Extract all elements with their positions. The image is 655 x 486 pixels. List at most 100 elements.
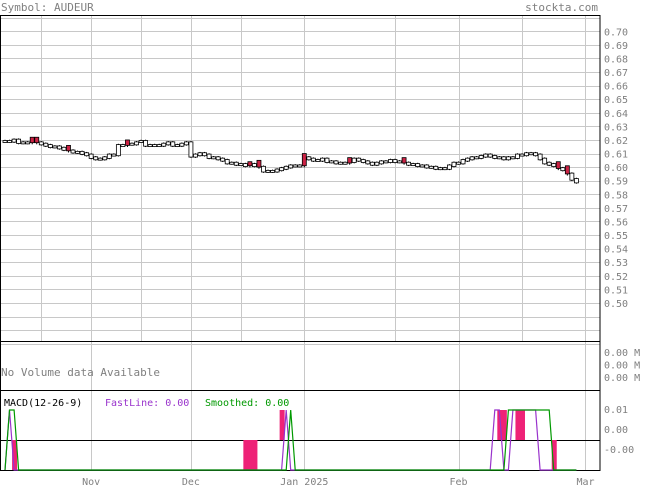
candle-up: [388, 159, 393, 163]
candle-up: [252, 163, 257, 167]
candle-up: [242, 163, 248, 167]
y-tick-label: 0.59: [604, 177, 628, 188]
volume-tick-label: 0.00 M: [604, 373, 640, 384]
candle-up: [279, 167, 285, 172]
candle-up: [415, 163, 421, 167]
macd-hist-bar-up: [515, 410, 521, 440]
candle-down: [347, 157, 353, 164]
candles: [2, 136, 579, 184]
candle-up: [496, 156, 502, 160]
candle-up: [365, 160, 371, 165]
y-tick-label: 0.64: [604, 109, 628, 120]
candle-up: [542, 157, 548, 165]
axes: 0.70 0.69 0.68 0.67 0.66 0.65 0.64 0.63 0.62 0.61…: [82, 27, 640, 486]
macd-hist-bar-up: [501, 410, 507, 440]
candle-down: [29, 136, 35, 144]
candle-up: [2, 140, 8, 143]
x-tick-label: Dec: [182, 477, 200, 486]
candle-up: [211, 156, 217, 160]
candle-up: [342, 161, 348, 165]
candle-up: [238, 163, 244, 167]
candle-up: [324, 157, 330, 163]
candle-up: [147, 144, 153, 147]
candle-up: [546, 161, 552, 166]
y-tick-label: 0.68: [604, 54, 628, 65]
candle-up: [170, 141, 176, 147]
candle-up: [143, 140, 148, 147]
candle-up: [483, 153, 489, 158]
candle-up: [138, 140, 144, 143]
candle-up: [379, 160, 384, 165]
candle-up: [70, 149, 76, 154]
candle-up: [93, 156, 99, 161]
candle-up: [306, 156, 312, 161]
y-tick-label: 0.51: [604, 285, 628, 296]
candle-up: [478, 155, 484, 159]
candle-up: [215, 156, 221, 161]
candle-up: [419, 164, 425, 168]
panel-borders: [0, 15, 601, 471]
candle-up: [437, 167, 443, 171]
candle-up: [102, 156, 108, 161]
candle-up: [152, 144, 158, 147]
candle-up: [433, 165, 439, 170]
candle-up: [360, 159, 366, 163]
panel-frame: [0, 15, 601, 342]
candle-up: [469, 156, 475, 161]
macd-hist-bar-down: [247, 440, 253, 470]
macd-smoothed-line: [4, 409, 577, 471]
candle-up: [524, 152, 529, 157]
candle-up: [501, 156, 507, 161]
candle-up: [351, 157, 357, 163]
candle-up: [392, 159, 398, 163]
candle-up: [106, 153, 112, 159]
candle-up: [193, 153, 198, 158]
candle-up: [134, 141, 139, 146]
candle-up: [551, 163, 557, 167]
candle-up: [310, 157, 316, 162]
y-tick-label: 0.58: [604, 190, 628, 201]
candle-up: [111, 153, 117, 157]
candle-up: [456, 161, 461, 165]
y-tick-label: 0.69: [604, 41, 628, 52]
candle-up: [7, 140, 12, 143]
macd-tick-label: -0.00: [604, 445, 634, 456]
candle-down: [247, 161, 253, 167]
y-tick-label: 0.60: [604, 163, 628, 174]
macd-hist-bar-up: [519, 410, 525, 440]
candle-up: [165, 141, 171, 146]
candle-up: [38, 141, 44, 146]
site-name[interactable]: stockta.com: [525, 1, 598, 14]
candle-up: [115, 144, 121, 157]
y-tick-label: 0.56: [604, 217, 628, 228]
candle-up: [197, 152, 203, 157]
candle-down: [301, 153, 307, 167]
candle-up: [369, 161, 375, 166]
candle-up: [410, 163, 416, 167]
candle-up: [220, 157, 226, 162]
candle-up: [206, 153, 212, 159]
candle-up: [383, 160, 389, 164]
y-tick-label: 0.67: [604, 68, 628, 79]
macd-hist-bar-down: [551, 440, 557, 470]
candle-up: [397, 160, 402, 164]
candle-up: [47, 144, 53, 148]
candle-down: [401, 157, 407, 164]
candle-up: [79, 150, 85, 155]
candle-up: [274, 168, 280, 173]
candle-up: [75, 150, 80, 154]
y-tick-label: 0.62: [604, 136, 628, 147]
volume-tick-label: 0.00 M: [604, 348, 640, 359]
candle-up: [120, 144, 126, 147]
candle-up: [129, 142, 135, 146]
candle-up: [25, 141, 31, 145]
macd-smoothed-label: Smoothed: 0.00: [205, 398, 289, 409]
candle-up: [329, 160, 334, 164]
x-tick-label: Jan 2025: [280, 477, 328, 486]
macd-hist-bar-down: [12, 440, 18, 470]
candle-up: [519, 153, 525, 157]
macd-panel: [4, 409, 577, 471]
candle-up: [224, 159, 230, 165]
volume-tick-label: 0.00 M: [604, 361, 640, 372]
macd-hist-bar-down: [243, 440, 249, 470]
